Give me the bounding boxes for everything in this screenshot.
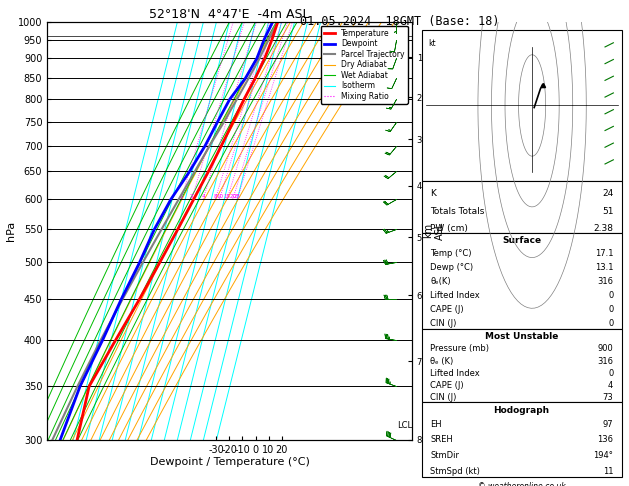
Text: Most Unstable: Most Unstable (485, 332, 559, 341)
Text: K: K (430, 189, 436, 198)
Text: 51: 51 (602, 207, 613, 216)
Text: PW (cm): PW (cm) (430, 224, 468, 233)
Text: LCL: LCL (397, 421, 412, 430)
Text: CAPE (J): CAPE (J) (430, 381, 464, 390)
Text: Dewp (°C): Dewp (°C) (430, 263, 473, 272)
Bar (421, 181, 621, 233)
Text: 13.1: 13.1 (595, 263, 613, 272)
Text: 15: 15 (223, 194, 231, 199)
Text: 17.1: 17.1 (595, 249, 613, 259)
Text: 900: 900 (598, 345, 613, 353)
Text: Totals Totals: Totals Totals (430, 207, 484, 216)
Bar (421, 402, 621, 477)
Text: 4: 4 (201, 194, 205, 199)
Text: 8: 8 (214, 194, 217, 199)
Text: 0: 0 (608, 319, 613, 328)
Text: Pressure (mb): Pressure (mb) (430, 345, 489, 353)
Text: 0: 0 (608, 368, 613, 378)
Text: 0: 0 (608, 305, 613, 314)
Text: 1: 1 (179, 194, 183, 199)
Y-axis label: km
ASL: km ASL (423, 222, 445, 240)
Text: Surface: Surface (502, 236, 541, 245)
Text: CAPE (J): CAPE (J) (430, 305, 464, 314)
Text: θₑ (K): θₑ (K) (430, 357, 454, 365)
Text: 2.38: 2.38 (593, 224, 613, 233)
Text: θₑ(K): θₑ(K) (430, 277, 450, 286)
Text: EH: EH (430, 419, 442, 429)
X-axis label: Dewpoint / Temperature (°C): Dewpoint / Temperature (°C) (150, 457, 309, 468)
Title: 52°18'N  4°47'E  -4m ASL: 52°18'N 4°47'E -4m ASL (149, 8, 309, 21)
Text: SREH: SREH (430, 435, 453, 444)
Text: Temp (°C): Temp (°C) (430, 249, 472, 259)
Text: 11: 11 (603, 467, 613, 476)
Text: 01.05.2024  18GMT (Base: 18): 01.05.2024 18GMT (Base: 18) (299, 15, 499, 28)
Text: 2: 2 (190, 194, 194, 199)
Text: StmDir: StmDir (430, 451, 459, 460)
Text: 20: 20 (229, 194, 237, 199)
Text: CIN (J): CIN (J) (430, 393, 457, 402)
Text: 73: 73 (603, 393, 613, 402)
Text: Lifted Index: Lifted Index (430, 291, 480, 300)
Bar (421, 329, 621, 402)
Text: 136: 136 (598, 435, 613, 444)
Text: 316: 316 (598, 277, 613, 286)
Text: Lifted Index: Lifted Index (430, 368, 480, 378)
Text: kt: kt (428, 38, 435, 48)
Text: 0: 0 (608, 291, 613, 300)
Text: 4: 4 (608, 381, 613, 390)
Text: © weatheronline.co.uk: © weatheronline.co.uk (478, 482, 565, 486)
Legend: Temperature, Dewpoint, Parcel Trajectory, Dry Adiabat, Wet Adiabat, Isotherm, Mi: Temperature, Dewpoint, Parcel Trajectory… (321, 26, 408, 104)
Text: 10: 10 (216, 194, 223, 199)
Text: 25: 25 (234, 194, 241, 199)
Y-axis label: hPa: hPa (6, 221, 16, 241)
Bar (421, 30, 621, 181)
Text: 24: 24 (602, 189, 613, 198)
Bar (421, 233, 621, 329)
Text: 194°: 194° (594, 451, 613, 460)
Text: CIN (J): CIN (J) (430, 319, 457, 328)
Text: 316: 316 (598, 357, 613, 365)
Text: 97: 97 (603, 419, 613, 429)
Text: Hodograph: Hodograph (494, 405, 550, 415)
Text: StmSpd (kt): StmSpd (kt) (430, 467, 480, 476)
